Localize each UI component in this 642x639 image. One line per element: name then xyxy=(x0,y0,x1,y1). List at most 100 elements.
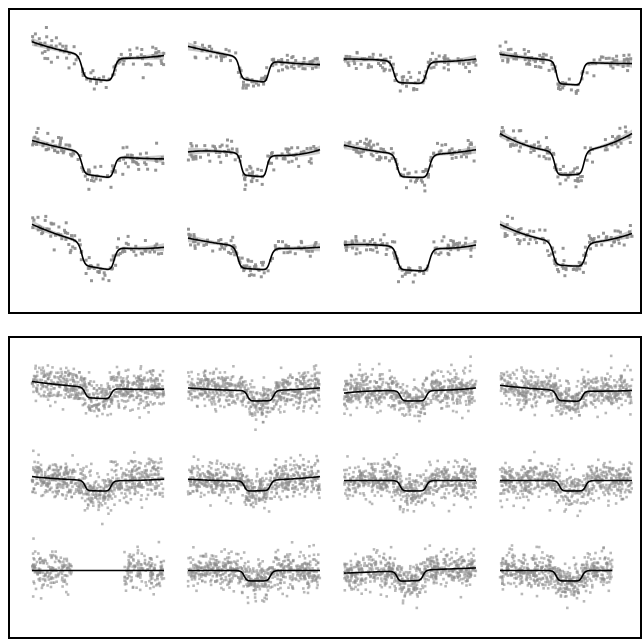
data-point xyxy=(64,371,67,374)
data-point xyxy=(359,383,362,387)
data-point xyxy=(261,483,264,487)
data-point xyxy=(461,489,464,493)
data-point xyxy=(47,393,50,396)
data-point xyxy=(149,469,153,473)
data-point xyxy=(201,379,204,383)
data-point xyxy=(256,472,259,475)
data-point xyxy=(282,396,286,399)
data-point xyxy=(268,479,271,482)
data-point xyxy=(123,488,127,491)
data-point xyxy=(505,233,509,237)
data-point xyxy=(103,485,107,489)
data-point xyxy=(376,385,380,388)
data-point xyxy=(618,384,621,387)
data-point xyxy=(361,393,364,396)
data-point xyxy=(53,495,56,499)
data-point xyxy=(260,411,264,415)
data-point xyxy=(394,72,398,76)
data-point xyxy=(506,138,510,142)
data-point xyxy=(615,58,619,62)
data-point xyxy=(129,498,133,501)
data-point xyxy=(192,233,196,237)
data-point xyxy=(231,390,234,394)
data-point xyxy=(591,392,594,396)
data-point xyxy=(109,258,113,262)
data-point xyxy=(54,489,57,493)
data-point xyxy=(436,395,440,398)
data-point xyxy=(354,394,357,397)
data-point xyxy=(143,55,147,59)
data-point xyxy=(247,479,251,483)
data-point xyxy=(297,378,300,382)
data-point xyxy=(307,378,311,382)
data-point xyxy=(375,250,379,254)
data-point xyxy=(440,407,443,410)
data-point xyxy=(432,65,436,69)
data-point xyxy=(48,394,52,397)
confidence-band xyxy=(32,136,164,179)
data-point xyxy=(379,409,382,413)
data-point xyxy=(139,374,143,377)
data-point xyxy=(217,239,221,243)
data-point xyxy=(467,398,471,401)
data-point xyxy=(379,156,383,160)
data-point xyxy=(262,376,266,379)
data-point xyxy=(532,58,536,62)
data-point xyxy=(92,87,96,91)
data-point xyxy=(232,462,235,466)
data-point xyxy=(87,168,91,172)
data-point xyxy=(262,388,265,391)
data-point xyxy=(146,474,149,477)
data-point xyxy=(262,393,266,397)
data-point xyxy=(38,468,41,472)
data-point xyxy=(90,462,93,466)
data-point xyxy=(290,394,294,397)
data-point xyxy=(363,383,367,386)
data-point xyxy=(251,170,255,174)
data-point xyxy=(61,151,65,155)
data-point xyxy=(239,476,242,480)
data-point xyxy=(542,381,545,384)
data-point xyxy=(69,383,72,386)
data-point xyxy=(126,501,130,505)
data-point xyxy=(305,475,308,478)
data-point xyxy=(120,467,123,470)
confidence-band xyxy=(188,145,320,178)
data-point xyxy=(426,397,430,400)
data-point xyxy=(43,479,46,483)
data-point xyxy=(143,161,147,165)
data-point xyxy=(96,395,99,399)
data-point xyxy=(446,396,449,399)
data-point xyxy=(213,491,217,494)
data-point xyxy=(445,401,449,405)
data-point xyxy=(65,468,68,471)
data-point xyxy=(99,485,103,489)
data-point xyxy=(523,402,526,406)
data-point xyxy=(469,254,473,258)
data-point xyxy=(446,394,450,397)
data-point xyxy=(251,414,254,417)
data-point xyxy=(226,496,230,499)
data-point xyxy=(516,403,520,406)
data-point xyxy=(116,485,119,488)
data-point xyxy=(455,385,459,388)
data-point xyxy=(268,497,272,500)
data-point xyxy=(67,483,70,487)
data-point xyxy=(130,248,133,252)
data-point xyxy=(565,379,568,383)
data-point xyxy=(50,394,54,397)
data-point xyxy=(277,69,281,73)
data-point xyxy=(215,383,219,387)
data-point xyxy=(260,182,264,186)
data-point xyxy=(57,136,60,139)
data-point xyxy=(210,485,213,489)
data-point xyxy=(140,48,144,51)
data-point xyxy=(242,466,246,470)
data-point xyxy=(357,385,361,389)
data-point xyxy=(384,392,387,395)
data-point xyxy=(371,406,374,409)
data-point xyxy=(253,413,257,417)
data-point xyxy=(51,139,55,143)
data-point xyxy=(301,479,304,482)
data-point xyxy=(620,384,624,387)
